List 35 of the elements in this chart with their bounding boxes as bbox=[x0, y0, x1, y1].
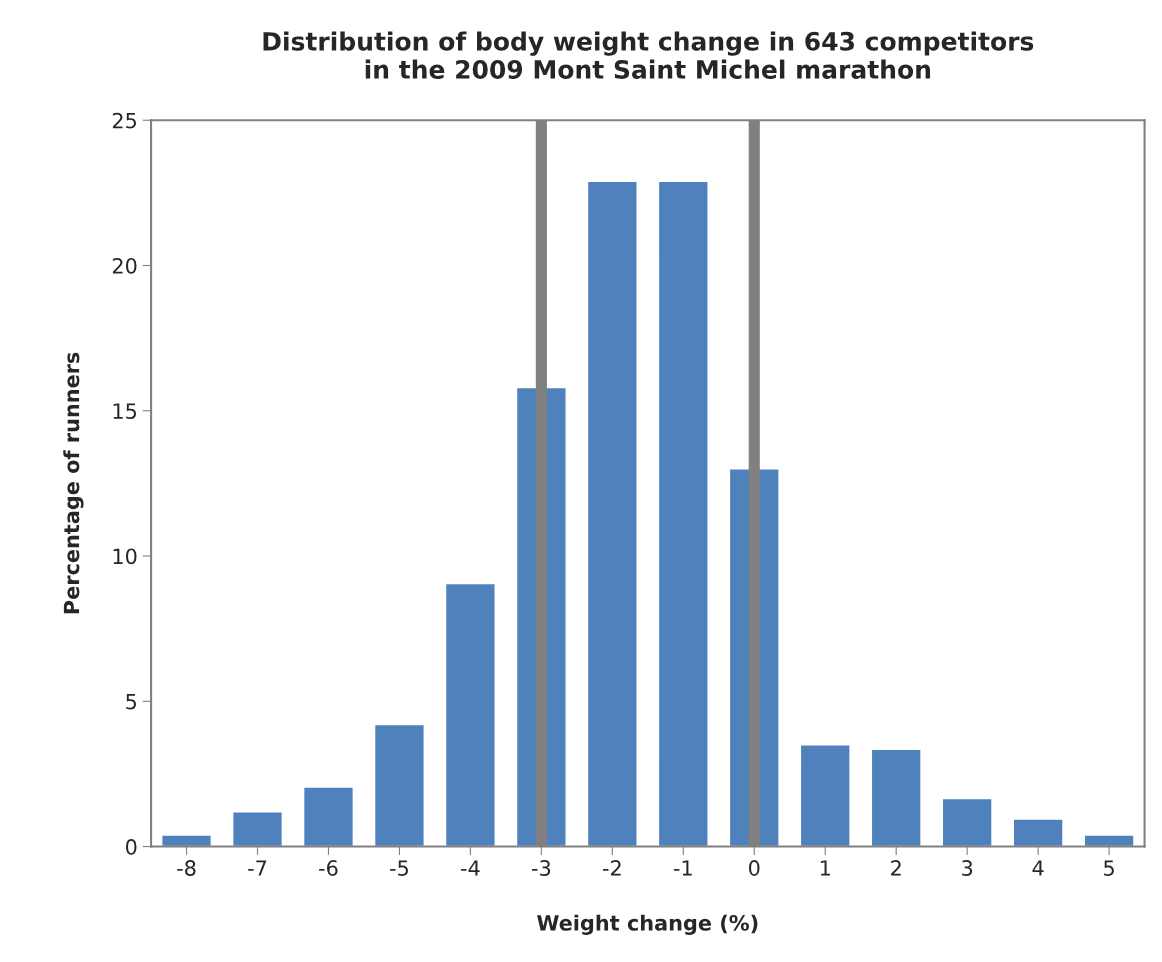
bar bbox=[302, 786, 355, 847]
bar bbox=[1012, 818, 1064, 847]
bar bbox=[799, 744, 851, 847]
bar bbox=[941, 797, 993, 847]
bar bbox=[231, 811, 284, 847]
bar bbox=[586, 180, 638, 847]
x-tick-label: 4 bbox=[1032, 860, 1044, 876]
x-tick-label: 3 bbox=[962, 860, 973, 876]
x-tick-label: -5 bbox=[390, 860, 408, 876]
x-tick-label: -6 bbox=[319, 860, 338, 876]
x-tick-label: -3 bbox=[532, 860, 551, 876]
x-tick-label: -1 bbox=[673, 860, 692, 876]
x-tick-label: -4 bbox=[461, 860, 480, 876]
bar bbox=[444, 582, 496, 847]
x-tick-label: -8 bbox=[177, 860, 196, 876]
x-tick-label: -2 bbox=[602, 860, 621, 876]
bar bbox=[1083, 834, 1135, 847]
y-tick-label: 15 bbox=[113, 403, 137, 419]
y-tick-label: 0 bbox=[125, 839, 137, 855]
x-tick-label: 5 bbox=[1104, 860, 1114, 876]
bar bbox=[373, 723, 425, 847]
chart-title: Distribution of body weight change in 643 competitors in the 2009 Mont Saint Michel marathon bbox=[263, 31, 1034, 79]
bar bbox=[161, 834, 213, 847]
bar bbox=[657, 180, 709, 847]
x-tick-label: 2 bbox=[891, 860, 901, 876]
bar bbox=[870, 748, 922, 847]
y-tick-label: 5 bbox=[126, 694, 137, 710]
y-tick-label: 10 bbox=[113, 548, 137, 565]
x-tick-label: -7 bbox=[248, 860, 267, 876]
x-axis-title: Weight change (%) bbox=[537, 914, 758, 935]
y-axis-title: Percentage of runners bbox=[63, 352, 84, 614]
x-tick-label: 1 bbox=[820, 860, 830, 876]
y-tick-label: 25 bbox=[112, 112, 137, 129]
x-tick-label: 0 bbox=[749, 860, 760, 876]
y-tick-label: 20 bbox=[112, 257, 137, 274]
